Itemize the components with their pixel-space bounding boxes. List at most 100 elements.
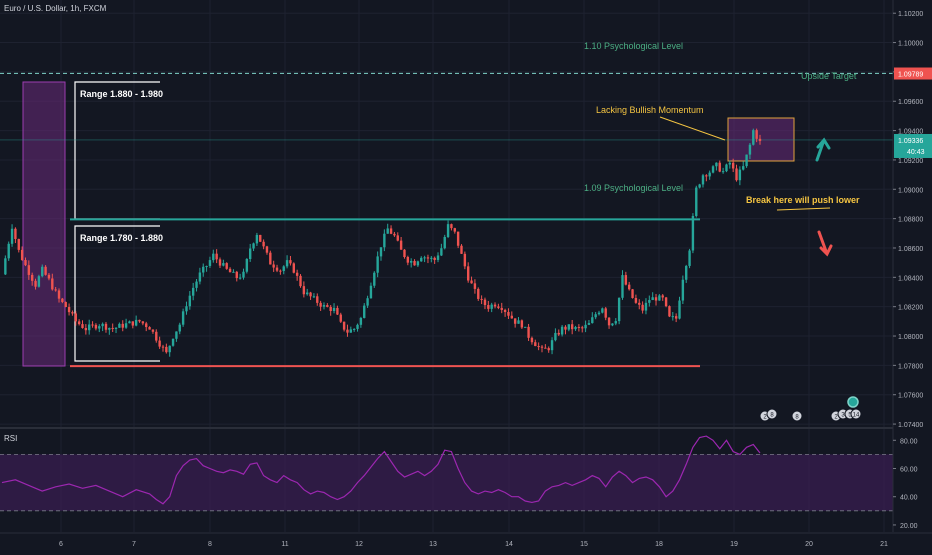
candle-body [30,274,34,281]
candle-body [406,257,410,263]
down-arrow-icon [817,230,833,257]
time-tick-label: 15 [580,541,588,548]
candle [289,255,292,266]
candle [634,294,638,304]
candle [477,287,480,301]
candle [728,160,732,169]
candle [245,258,249,274]
candle [306,288,309,296]
candle-body [165,346,168,353]
candle [443,234,446,250]
candle [84,324,88,335]
candle-body [94,324,98,329]
event-marker-label: 14 [853,413,860,419]
candle-body [634,297,638,303]
candle [460,244,463,254]
candle [671,311,674,321]
candle [262,239,265,250]
candle-body [446,224,450,238]
event-marker[interactable]: 8 [791,410,803,422]
candle-body [691,215,695,251]
event-marker[interactable]: 14 [850,408,862,420]
candle-body [433,257,436,260]
candle [487,300,490,312]
candle-body [436,255,440,260]
candle [359,316,363,328]
candle [47,273,51,281]
candle [352,328,356,332]
candle-body [537,346,540,348]
candle-body [81,324,84,328]
candle-body [711,166,715,173]
candle [436,252,440,263]
candle-body [222,263,225,266]
candle-body [540,346,544,348]
candle [269,250,272,265]
candle [81,320,84,329]
price-tick-label: 1.07400 [898,422,923,429]
candle [560,324,564,337]
candle-body [748,144,752,155]
rsi-tick-label: 60.00 [900,467,918,474]
time-axis: 6 7 8 11 12 13 14 15 18 19 20 21 [0,532,932,548]
candle-body [295,272,299,276]
candle-body [131,321,135,326]
candle-body [517,320,520,324]
candle [369,282,373,299]
candle [114,327,118,334]
candle-body [564,326,567,330]
candle [564,325,567,335]
candle [386,223,389,234]
candle [228,267,232,273]
candle [423,255,426,263]
candle-body [430,257,433,259]
event-marker-top-icon[interactable] [847,396,859,408]
candle-body [195,281,198,288]
candle-body [664,297,668,307]
candle-body [581,327,584,329]
price-axis: 1.07400 1.07600 1.07800 1.08000 1.08200 1.084… [892,0,932,550]
candle-body [601,308,604,313]
candle-body [463,253,467,267]
candle-body [188,295,192,307]
candle-body [409,260,413,263]
candle [24,257,27,267]
candle [235,270,238,282]
candle-body [44,266,47,275]
candle-body [151,329,155,332]
candle-body [426,257,430,259]
candle [232,269,235,273]
price-tick-label: 1.08200 [898,305,923,312]
event-marker-icon [791,410,803,422]
candle-body [242,271,245,278]
candle-body [658,295,661,301]
candle-body [20,249,24,261]
candle-body [4,258,7,275]
candle-body [77,321,81,325]
candle [591,312,594,324]
candle [51,273,54,291]
candle-body [369,285,373,299]
candle-body [627,284,631,290]
candle [74,311,77,326]
candle [614,318,617,326]
candle-body [145,323,148,328]
candle-body [108,327,111,330]
break-here-underline [776,207,831,211]
candle [339,312,342,323]
candle-body [614,321,617,324]
candle [88,319,91,335]
candle-body [346,329,349,333]
candle [681,275,685,304]
event-marker[interactable]: 8 [766,408,778,420]
candle [138,319,141,323]
candle [292,262,295,274]
candle-body [114,327,118,329]
candle-body [416,261,420,266]
psych-110-label: 1.10 Psychological Level [584,41,683,51]
candle [171,338,175,347]
candle-body [51,278,54,290]
candle-body [88,324,91,331]
candle [705,174,708,182]
